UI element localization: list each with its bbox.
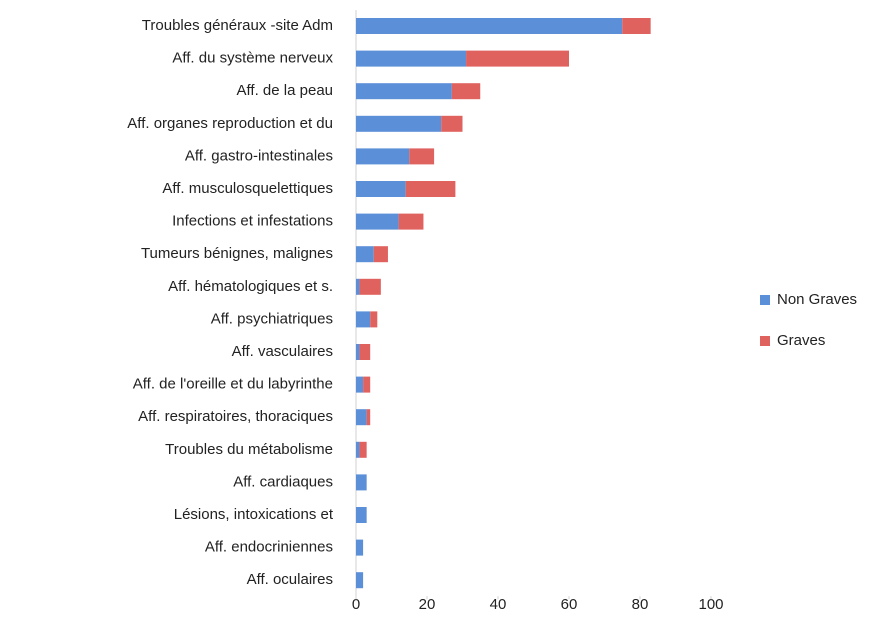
bar-segment — [356, 148, 410, 165]
y-tick-label: Troubles généraux -site Adm — [142, 17, 333, 34]
x-tick-label: 20 — [419, 596, 436, 613]
bar-segment — [356, 278, 360, 295]
bar-segment — [356, 572, 364, 589]
bar-segment — [356, 539, 364, 556]
bar-segment — [356, 50, 467, 67]
bar-segment — [466, 50, 569, 67]
bar-segment — [409, 148, 435, 165]
y-tick-label: Lésions, intoxications et — [174, 506, 334, 523]
y-tick-label: Aff. oculaires — [247, 571, 333, 588]
bar-segment — [356, 213, 399, 230]
legend-swatch — [760, 295, 770, 305]
y-tick-label: Aff. vasculaires — [232, 343, 333, 360]
legend-label: Non Graves — [777, 291, 857, 308]
bar-segment — [359, 278, 381, 295]
bar-segment — [359, 441, 367, 458]
x-tick-label: 80 — [632, 596, 649, 613]
bar-segment — [405, 181, 456, 197]
legend-label: Graves — [777, 332, 825, 349]
y-tick-label: Troubles du métabolisme — [165, 441, 333, 458]
y-tick-label: Aff. musculosquelettiques — [162, 180, 333, 197]
bar-segment — [398, 213, 424, 230]
x-tick-label: 0 — [352, 596, 360, 613]
bar-segment — [451, 83, 481, 100]
bar-segment — [356, 311, 371, 328]
y-tick-label: Aff. du système nerveux — [172, 50, 333, 67]
y-tick-label: Infections et infestations — [172, 213, 333, 230]
bar-segment — [441, 115, 463, 132]
bar-segment — [356, 181, 406, 197]
bar-segment — [356, 246, 374, 263]
y-tick-label: Aff. organes reproduction et du — [127, 115, 333, 132]
y-tick-label: Aff. de l'oreille et du labyrinthe — [133, 376, 333, 393]
bar-segment — [622, 18, 651, 34]
bar-segment — [356, 376, 364, 393]
bar-segment — [363, 376, 371, 393]
legend-swatch — [760, 336, 770, 346]
y-tick-label: Aff. endocriniennes — [205, 539, 333, 556]
y-tick-label: Aff. gastro-intestinales — [185, 147, 333, 164]
bar-segment — [356, 441, 360, 458]
y-tick-label: Aff. respiratoires, thoraciques — [138, 408, 333, 425]
bar-segment — [356, 474, 367, 491]
x-tick-label: 60 — [561, 596, 578, 613]
bar-segment — [356, 507, 367, 523]
bar-segment — [356, 18, 623, 34]
bar-segment — [356, 115, 442, 132]
y-tick-label: Tumeurs bénignes, malignes — [141, 245, 333, 262]
y-tick-label: Aff. hématologiques et s. — [168, 278, 333, 295]
bar-segment — [370, 311, 378, 328]
bar-segment — [359, 344, 371, 360]
y-tick-label: Aff. de la peau — [237, 82, 333, 99]
y-tick-label: Aff. cardiaques — [233, 473, 333, 490]
bar-segment — [366, 409, 371, 426]
x-tick-label: 40 — [490, 596, 507, 613]
x-tick-label: 100 — [698, 596, 723, 613]
bar-segment — [356, 409, 367, 426]
bar-segment — [356, 344, 360, 360]
y-tick-label: Aff. psychiatriques — [211, 310, 333, 327]
bar-segment — [356, 83, 452, 100]
bar-segment — [373, 246, 388, 263]
